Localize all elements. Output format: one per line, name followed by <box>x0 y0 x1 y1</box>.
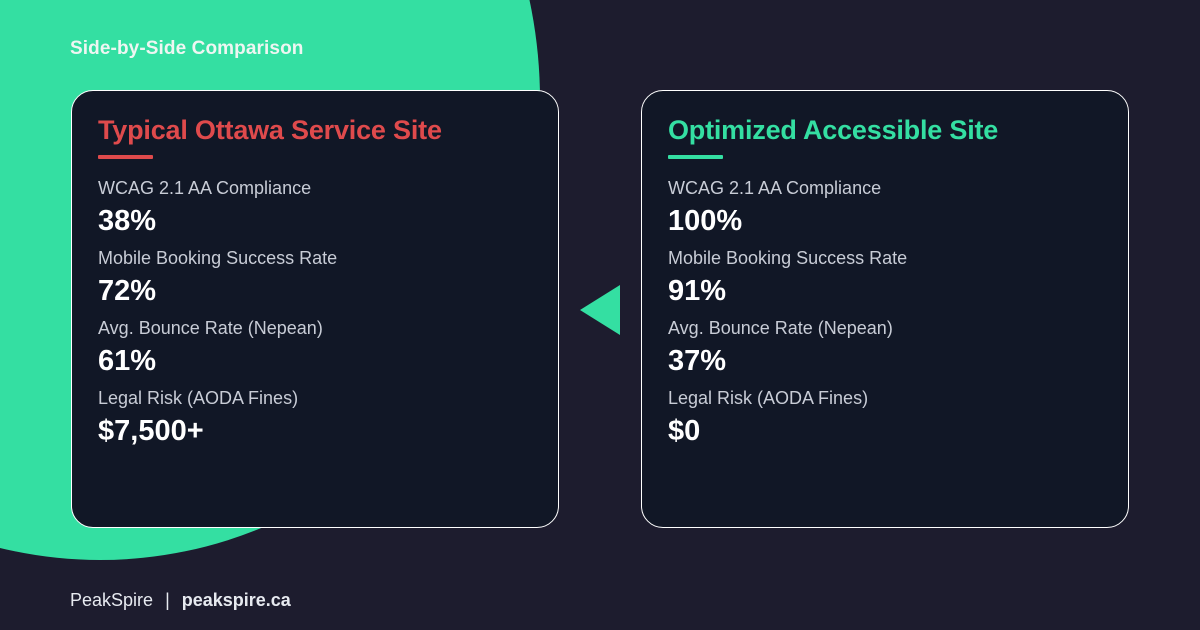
metric-label: Avg. Bounce Rate (Nepean) <box>668 318 893 338</box>
metric-label: Mobile Booking Success Rate <box>668 248 908 268</box>
metric-item: Legal Risk (AODA Fines) $7,500+ <box>98 387 532 451</box>
card-title: Typical Ottawa Service Site <box>98 115 442 145</box>
metric-label: Avg. Bounce Rate (Nepean) <box>98 318 323 338</box>
metric-label: Legal Risk (AODA Fines) <box>98 388 299 408</box>
metric-value: 100% <box>668 205 743 237</box>
metric-value: $7,500+ <box>98 415 204 447</box>
card-title: Optimized Accessible Site <box>668 115 999 145</box>
metric-value: 72% <box>98 275 157 307</box>
eyebrow-heading: Side-by-Side Comparison <box>70 38 304 59</box>
metric-item: Avg. Bounce Rate (Nepean) 37% <box>668 317 1102 381</box>
title-underline <box>98 155 153 159</box>
metric-label: Legal Risk (AODA Fines) <box>668 388 869 408</box>
triangle-left-icon <box>580 285 620 335</box>
footer-separator: | <box>165 590 170 610</box>
metric-item: WCAG 2.1 AA Compliance 38% <box>98 177 532 241</box>
metric-value: 91% <box>668 275 727 307</box>
metric-item: Avg. Bounce Rate (Nepean) 61% <box>98 317 532 381</box>
metric-item: Mobile Booking Success Rate 91% <box>668 247 1102 311</box>
metric-label: Mobile Booking Success Rate <box>98 248 338 268</box>
metric-value: 61% <box>98 345 157 377</box>
metric-label: WCAG 2.1 AA Compliance <box>98 178 312 198</box>
metric-label: WCAG 2.1 AA Compliance <box>668 178 882 198</box>
typical-site-card: Typical Ottawa Service Site WCAG 2.1 AA … <box>71 90 559 528</box>
metric-item: Legal Risk (AODA Fines) $0 <box>668 387 1102 451</box>
metric-value: 38% <box>98 205 157 237</box>
optimized-site-card: Optimized Accessible Site WCAG 2.1 AA Co… <box>641 90 1129 528</box>
title-underline <box>668 155 723 159</box>
brand-name: PeakSpire <box>70 590 154 610</box>
metric-item: WCAG 2.1 AA Compliance 100% <box>668 177 1102 241</box>
metric-value: $0 <box>668 415 701 447</box>
website-link[interactable]: peakspire.ca <box>181 590 291 610</box>
metric-value: 37% <box>668 345 727 377</box>
footer: PeakSpire | peakspire.ca <box>70 590 291 611</box>
metric-item: Mobile Booking Success Rate 72% <box>98 247 532 311</box>
